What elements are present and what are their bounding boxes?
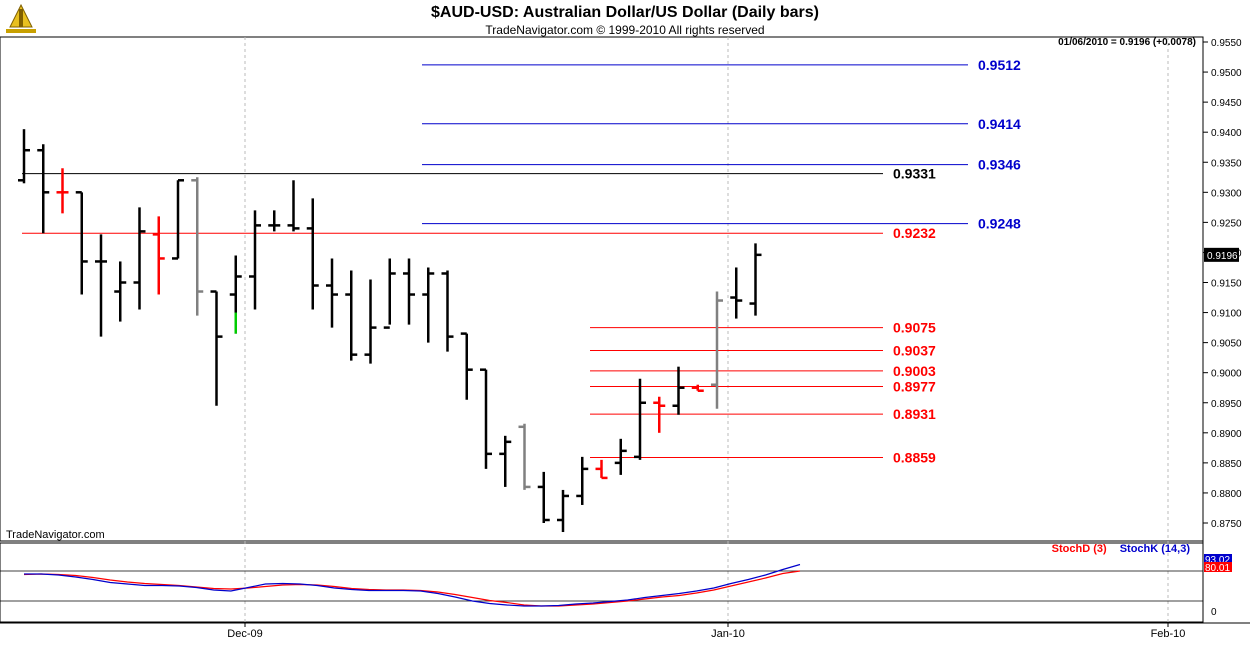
tradenavigator-logo-icon[interactable]	[4, 3, 38, 35]
y-tick-label: 0.9000	[1211, 369, 1242, 380]
level-label: 0.8931	[893, 406, 936, 422]
y-tick-label: 0.9150	[1211, 279, 1242, 290]
oscillator-value-label: 93.02	[1205, 555, 1230, 566]
level-label: 0.9414	[978, 116, 1021, 132]
y-tick-label: 0.9050	[1211, 339, 1242, 350]
level-label: 0.9331	[893, 166, 936, 182]
legend-stochd: StochD (3)	[1051, 543, 1107, 555]
level-label: 0.9003	[893, 363, 936, 379]
level-label: 0.9512	[978, 57, 1021, 73]
oscillator-value-tag	[1204, 562, 1232, 572]
y-tick-label: 0.9450	[1211, 98, 1242, 109]
copyright-subtitle: TradeNavigator.com © 1999-2010 All right…	[485, 23, 765, 37]
level-label: 0.9075	[893, 320, 936, 336]
x-tick-label: Jan-10	[711, 628, 745, 640]
level-label: 0.9037	[893, 342, 936, 358]
oscillator-legend: StochD (3) StochK (14,3)	[1042, 543, 1190, 555]
oscillator-tick-label: 0	[1211, 607, 1217, 618]
stochk-line	[24, 563, 801, 607]
level-label: 0.9248	[978, 216, 1021, 232]
legend-stochk: StochK (14,3)	[1119, 543, 1190, 555]
level-label: 0.8977	[893, 379, 936, 395]
y-tick-label: 0.8850	[1211, 459, 1242, 470]
y-tick-label: 0.9550	[1211, 38, 1242, 49]
last-price-label: 0.9196	[1207, 251, 1238, 262]
y-tick-label: 0.8750	[1211, 519, 1242, 530]
y-tick-label: 0.8950	[1211, 399, 1242, 410]
oscillator-panel-frame	[0, 542, 1204, 623]
x-tick-label: Feb-10	[1151, 628, 1186, 640]
oscillator-value-label: 80.01	[1205, 563, 1230, 574]
level-label: 0.9346	[978, 157, 1021, 173]
y-tick-label: 0.9300	[1211, 188, 1242, 199]
last-quote-readout: 01/06/2010 = 0.9196 (+0.0078)	[1058, 37, 1196, 48]
chart-title: $AUD-USD: Australian Dollar/US Dollar (D…	[431, 4, 819, 21]
y-tick-label: 0.9350	[1211, 158, 1242, 169]
y-tick-label: 0.9100	[1211, 309, 1242, 320]
x-tick-label: Dec-09	[227, 628, 262, 640]
level-label: 0.9232	[893, 225, 936, 241]
level-label: 0.8859	[893, 449, 936, 465]
y-tick-label: 0.8900	[1211, 429, 1242, 440]
y-tick-label: 0.9400	[1211, 128, 1242, 139]
y-tick-label: 0.8800	[1211, 489, 1242, 500]
y-tick-label: 0.9250	[1211, 218, 1242, 229]
brand-label: TradeNavigator.com	[6, 529, 105, 541]
oscillator-value-tag	[1204, 554, 1232, 564]
last-price-tag	[1204, 247, 1239, 262]
y-tick-label: 0.9500	[1211, 68, 1242, 79]
